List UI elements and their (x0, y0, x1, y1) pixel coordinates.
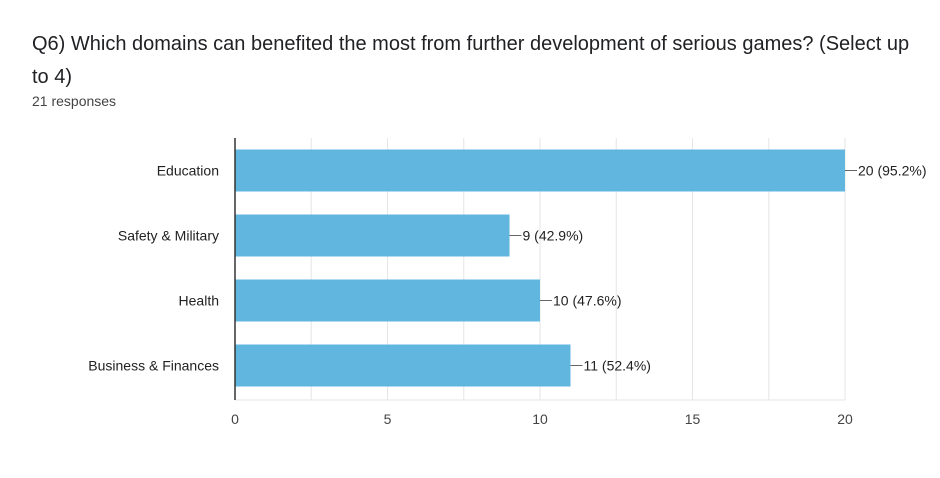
category-label: Health (179, 293, 219, 309)
value-label: 11 (52.4%) (584, 358, 651, 374)
category-label: Safety & Military (118, 228, 219, 244)
bar (235, 279, 540, 322)
value-label: 9 (42.9%) (523, 228, 584, 244)
value-label: 20 (95.2%) (858, 163, 926, 179)
x-tick-label: 10 (532, 411, 548, 427)
x-tick-label: 5 (384, 411, 392, 427)
bar (235, 214, 510, 257)
chart-title: Q6) Which domains can benefited the most… (32, 33, 910, 88)
x-tick-label: 15 (685, 411, 701, 427)
category-label: Business & Finances (88, 358, 219, 374)
x-tick-label: 0 (231, 411, 239, 427)
value-label: 10 (47.6%) (553, 293, 621, 309)
response-count: 21 responses (32, 93, 117, 109)
category-label: Education (157, 163, 219, 179)
bar (235, 149, 845, 192)
x-tick-label: 20 (837, 411, 853, 427)
bar (235, 344, 571, 387)
